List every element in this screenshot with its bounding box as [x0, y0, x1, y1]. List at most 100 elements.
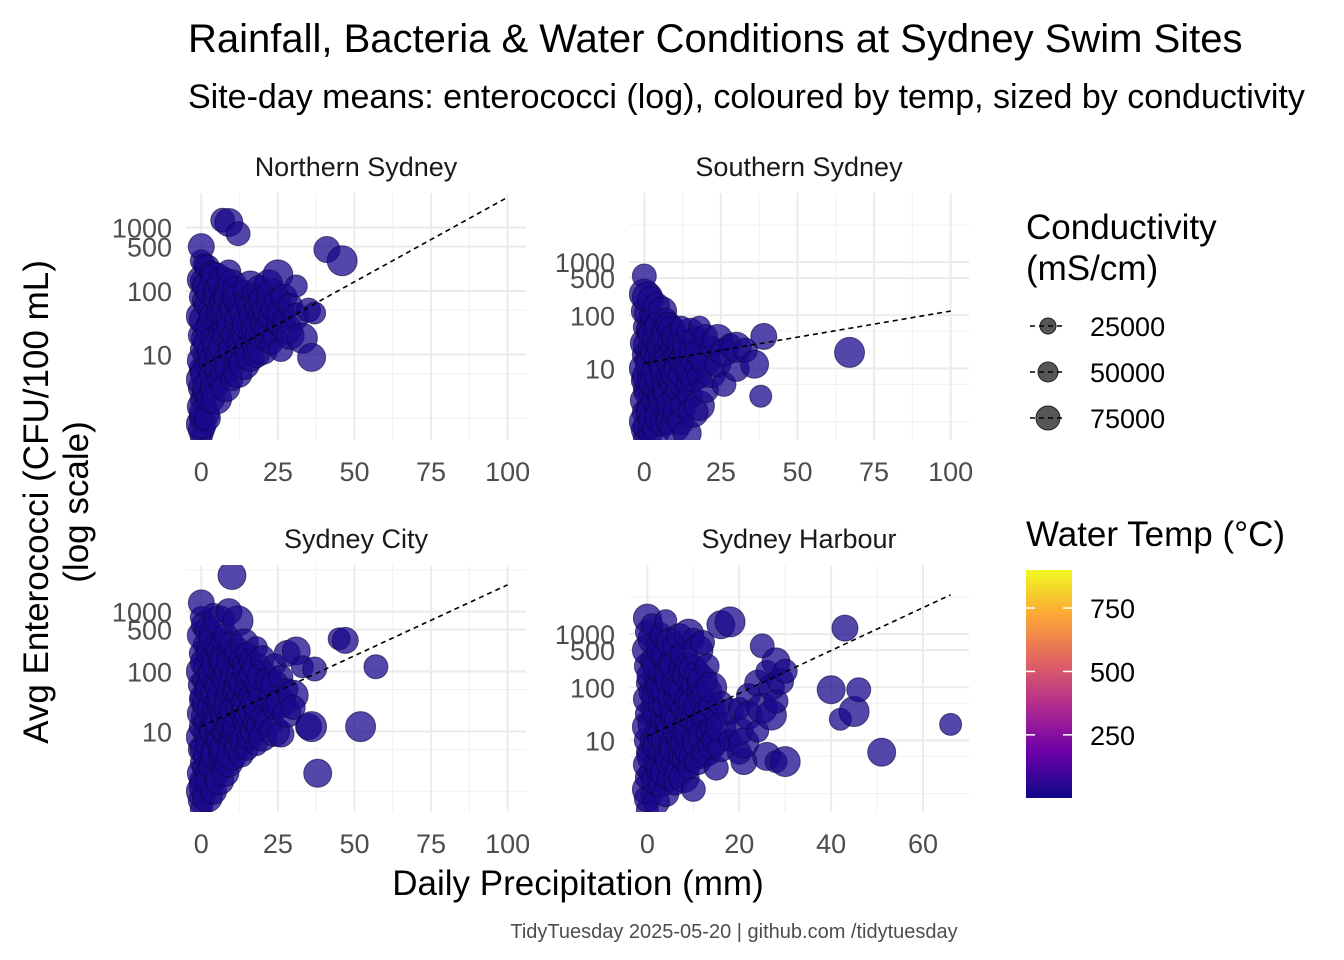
y-tick-label: 10 [142, 341, 172, 371]
x-tick-label: 25 [263, 829, 293, 859]
y-tick-label: 500 [570, 264, 615, 294]
x-tick-label: 75 [859, 457, 889, 487]
color-legend-label: 750 [1090, 594, 1135, 624]
facet-label-sydney-city: Sydney City [284, 524, 429, 554]
color-legend-label: 500 [1090, 657, 1135, 687]
caption: TidyTuesday 2025-05-20 | github.com /tid… [510, 921, 957, 943]
data-point [831, 614, 859, 642]
data-point [939, 712, 963, 736]
data-point [225, 221, 251, 247]
y-tick-label: 1000 [555, 620, 615, 650]
data-point [749, 384, 773, 408]
y-tick-label: 1000 [555, 248, 615, 278]
x-axis-title: Daily Precipitation (mm) [392, 864, 763, 903]
x-tick-label: 20 [724, 829, 754, 859]
x-tick-label: 0 [194, 457, 209, 487]
size-legend-label: 50000 [1090, 358, 1165, 388]
data-point [297, 342, 327, 372]
size-legend-keys: 25000 50000 75000 [1030, 312, 1165, 434]
data-point [772, 658, 798, 684]
trend-line [647, 594, 951, 737]
data-point [867, 737, 897, 767]
data-point [326, 245, 358, 277]
data-point [302, 656, 328, 682]
points-sydney-city [186, 565, 389, 812]
x-tick-label: 0 [640, 829, 655, 859]
x-tick-label: 0 [194, 829, 209, 859]
y-tick-label: 1000 [112, 214, 172, 244]
data-point [740, 349, 770, 379]
y-tick-label: 10 [142, 717, 172, 747]
facet-label-northern-sydney: Northern Sydney [255, 152, 458, 182]
color-legend-bar [1026, 570, 1072, 798]
size-legend-title-line1: Conductivity [1026, 208, 1217, 247]
x-tick-label: 60 [908, 829, 938, 859]
chart-subtitle: Site-day means: enterococci (log), colou… [188, 78, 1305, 116]
y-tick-label: 100 [127, 657, 172, 687]
y-tick-label: 500 [570, 636, 615, 666]
data-point [280, 695, 306, 721]
y-tick-label: 500 [127, 233, 172, 263]
color-legend: Water Temp (°C) 250 500 750 [1026, 515, 1285, 798]
x-tick-label: 50 [782, 457, 812, 487]
chart-title: Rainfall, Bacteria & Water Conditions at… [188, 17, 1243, 61]
data-point [846, 677, 872, 703]
data-point [769, 746, 801, 778]
data-point [303, 301, 327, 325]
x-tick-label: 75 [416, 457, 446, 487]
size-legend-title-line2: (mS/cm) [1026, 249, 1158, 288]
y-tick-label: 100 [570, 301, 615, 331]
x-tick-label: 100 [485, 457, 530, 487]
data-point [680, 776, 706, 802]
data-point [331, 626, 359, 654]
y-axis-title-line1: Avg Enterococci (CFU/100 mL) [17, 260, 56, 744]
x-tick-label: 0 [637, 457, 652, 487]
y-tick-label: 10 [585, 726, 615, 756]
x-tick-label: 25 [263, 457, 293, 487]
x-tick-label: 50 [339, 829, 369, 859]
data-point [750, 322, 778, 350]
points-sydney-harbour [631, 603, 963, 812]
points-northern-sydney [186, 207, 358, 440]
color-legend-title: Water Temp (°C) [1026, 515, 1285, 554]
y-axis-title-line2: (log scale) [57, 421, 96, 582]
x-tick-label: 75 [416, 829, 446, 859]
facet-label-southern-sydney: Southern Sydney [695, 152, 903, 182]
data-point [816, 675, 846, 705]
data-point [217, 565, 247, 591]
data-point [345, 711, 377, 743]
x-tick-label: 50 [339, 457, 369, 487]
size-legend-label: 25000 [1090, 312, 1165, 342]
y-axis-title: Avg Enterococci (CFU/100 mL) (log scale) [17, 260, 96, 744]
size-legend: Conductivity (mS/cm) 25000 50000 75000 [1026, 208, 1217, 434]
data-point [363, 654, 389, 680]
data-point [303, 758, 333, 788]
x-tick-label: 100 [928, 457, 973, 487]
color-legend-ticks: 250 500 750 [1026, 594, 1135, 751]
size-legend-label: 75000 [1090, 404, 1165, 434]
y-tick-label: 100 [570, 673, 615, 703]
x-tick-label: 25 [706, 457, 736, 487]
y-tick-label: 100 [127, 277, 172, 307]
y-tick-label: 500 [127, 616, 172, 646]
x-tick-label: 40 [816, 829, 846, 859]
data-point [690, 629, 716, 655]
trend-line [200, 584, 508, 728]
trend-line [644, 310, 951, 365]
data-point [714, 606, 746, 638]
points-southern-sydney [629, 263, 866, 440]
color-legend-label: 250 [1090, 721, 1135, 751]
y-tick-label: 1000 [112, 598, 172, 628]
trend-line [200, 196, 509, 368]
facet-label-sydney-harbour: Sydney Harbour [701, 524, 896, 554]
y-tick-label: 10 [585, 354, 615, 384]
data-point [296, 711, 328, 743]
data-point [284, 274, 308, 298]
x-tick-label: 100 [485, 829, 530, 859]
